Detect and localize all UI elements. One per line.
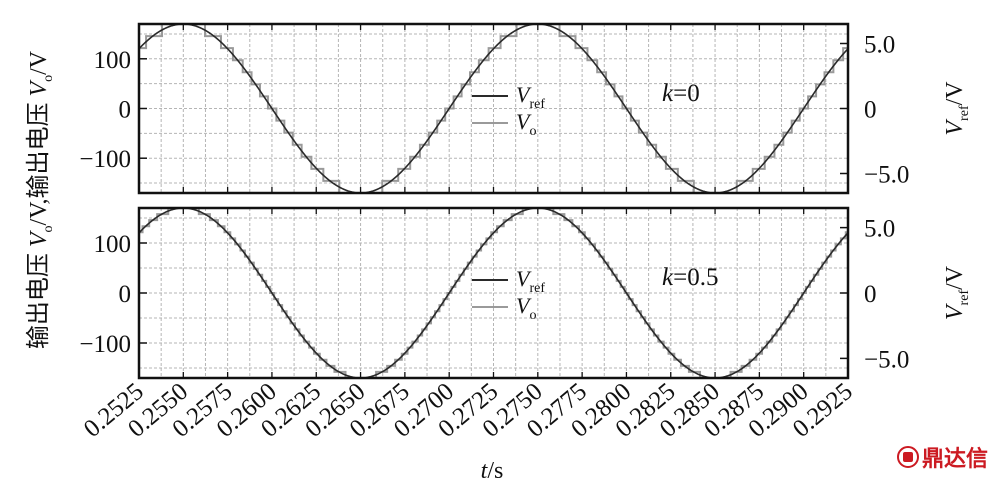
series-line-vref <box>138 23 849 194</box>
y-left-label-sub-2: o <box>41 75 56 82</box>
y-right-label-unit: /V <box>942 81 968 106</box>
watermark-logo-icon <box>896 446 919 468</box>
k-var: k <box>662 80 674 107</box>
y-left-tick-label: 0 <box>119 281 132 308</box>
legend-var: V <box>516 82 532 107</box>
y-right-axis-label: Vref/V <box>942 81 972 136</box>
grid <box>139 24 848 193</box>
legend-var: V <box>516 109 532 134</box>
watermark-text: 鼎达信 <box>921 447 988 472</box>
y-right-label-var: V <box>942 119 968 136</box>
legend-label-vo: Vo <box>516 293 536 323</box>
k-value: =0.5 <box>673 264 718 291</box>
legend-sub: o <box>529 124 536 139</box>
legend-label-vref: Vref <box>516 82 545 112</box>
watermark: 鼎达信 <box>896 441 988 473</box>
y-right-axis-label: Vref/V <box>942 265 972 320</box>
y-right-tick-label: 0 <box>864 281 877 308</box>
legend-var: V <box>516 266 532 291</box>
y-left-label-var-2: V <box>26 80 52 97</box>
y-left-tick-label: 0 <box>119 97 132 124</box>
x-axis-label: t/s <box>481 458 504 484</box>
series-line-vref <box>138 207 849 379</box>
y-left-label-prefix: 输出电压 <box>25 247 52 349</box>
y-right-tick-label: −5.0 <box>864 346 909 373</box>
y-left-label-unit: /V, <box>26 199 52 226</box>
y-left-label-text: 输出电压 Vo/V,输出电压 Vo/V <box>25 50 56 349</box>
y-left-tick-label: 100 <box>94 231 132 258</box>
k-value: =0 <box>673 80 700 107</box>
y-left-label-prefix-2: 输出电压 <box>25 97 52 199</box>
y-right-tick-label: −5.0 <box>864 162 909 189</box>
y-right-tick-label: 5.0 <box>864 216 895 243</box>
y-right-tick-label: 5.0 <box>864 32 895 59</box>
legend-sub: ref <box>529 97 545 112</box>
legend-label-vref: Vref <box>516 266 545 296</box>
y-left-label-unit-2: /V <box>26 50 52 75</box>
y-right-label-sub: ref <box>957 105 972 121</box>
k-var: k <box>662 264 674 291</box>
y-left-axis-label: 输出电压 Vo/V,输出电压 Vo/V <box>25 50 56 349</box>
k-annotation: k=0.5 <box>662 264 718 291</box>
y-left-tick-label: −100 <box>79 146 131 173</box>
x-label-unit: /s <box>487 458 503 484</box>
legend-sub: ref <box>529 281 545 296</box>
legend-var: V <box>516 293 532 318</box>
k-annotation: k=0 <box>662 80 700 107</box>
y-left-label-var: V <box>26 230 52 247</box>
y-left-tick-label: 100 <box>94 47 132 74</box>
y-right-label-sub: ref <box>957 290 972 306</box>
x-label-var: t <box>481 458 489 484</box>
y-right-tick-label: 0 <box>864 97 877 124</box>
y-left-tick-label: −100 <box>79 331 131 358</box>
y-left-label-sub: o <box>41 225 56 232</box>
legend-label-vo: Vo <box>516 109 536 139</box>
y-right-label-unit: /V <box>942 265 968 290</box>
legend-sub: o <box>529 308 536 323</box>
shared-x-axis: 0.25250.25500.25750.26000.26250.26500.26… <box>79 378 858 484</box>
y-right-label-var: V <box>942 303 968 320</box>
